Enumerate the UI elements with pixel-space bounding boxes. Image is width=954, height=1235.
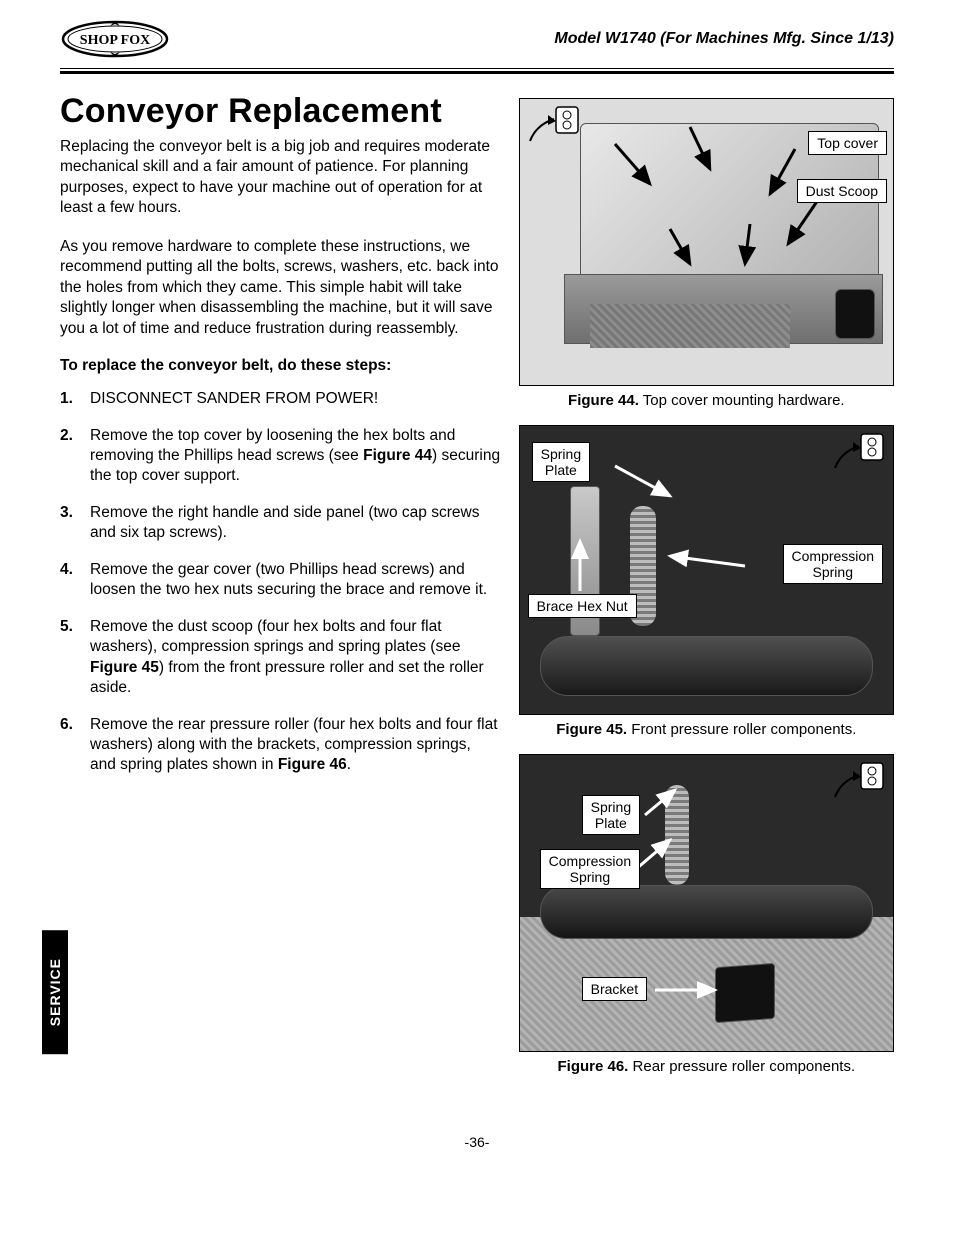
disconnect-power-icon <box>526 105 582 147</box>
figure-45-caption-t: Front pressure roller components. <box>627 721 856 738</box>
callout-brace-hex-nut: Brace Hex Nut <box>528 594 637 618</box>
figure-45-caption-b: Figure 45. <box>556 721 627 738</box>
left-column: Conveyor Replacement Replacing the conve… <box>60 92 501 1076</box>
step-2-figref: Figure 44 <box>363 447 432 464</box>
figure-46-caption-b: Figure 46. <box>558 1058 629 1075</box>
figure-44-caption-t: Top cover mounting hardware. <box>639 392 845 409</box>
callout-dust-scoop: Dust Scoop <box>797 179 887 203</box>
page: SHOP FOX Model W1740 (For Machines Mfg. … <box>0 0 954 1180</box>
callout-spring-plate: Spring Plate <box>582 795 640 835</box>
steps-lead: To replace the conveyor belt, do these s… <box>60 357 501 375</box>
figure-44-caption-b: Figure 44. <box>568 392 639 409</box>
figure-44-caption: Figure 44. Top cover mounting hardware. <box>519 392 894 411</box>
figure-44: Top cover Dust Scoop <box>519 98 894 386</box>
step-6-figref: Figure 46 <box>278 756 347 773</box>
step-6: Remove the rear pressure roller (four he… <box>60 715 501 776</box>
figure-45-caption: Figure 45. Front pressure roller compone… <box>519 721 894 740</box>
steps-list: DISCONNECT SANDER FROM POWER! Remove the… <box>60 389 501 776</box>
shop-fox-logo: SHOP FOX <box>60 18 170 60</box>
service-tab: SERVICE <box>42 930 68 1054</box>
page-header: SHOP FOX Model W1740 (For Machines Mfg. … <box>60 18 894 66</box>
callout-compression-spring: Compression Spring <box>540 849 640 889</box>
figure-45: Spring Plate Compression Spring Brace He… <box>519 425 894 715</box>
step-1: DISCONNECT SANDER FROM POWER! <box>60 389 501 409</box>
page-number: -36- <box>60 1134 894 1150</box>
step-6-c: . <box>347 756 351 773</box>
step-5: Remove the dust scoop (four hex bolts an… <box>60 617 501 699</box>
callout-top-cover: Top cover <box>808 131 887 155</box>
step-4: Remove the gear cover (two Phillips head… <box>60 560 501 601</box>
disconnect-power-icon <box>831 432 887 474</box>
figure-46-caption-t: Rear pressure roller components. <box>628 1058 855 1075</box>
content-columns: Conveyor Replacement Replacing the conve… <box>60 92 894 1076</box>
model-label: Model W1740 (For Machines Mfg. Since 1/1… <box>554 30 894 48</box>
page-title: Conveyor Replacement <box>60 92 501 131</box>
step-3: Remove the right handle and side panel (… <box>60 503 501 544</box>
figure-46: Spring Plate Compression Spring Bracket <box>519 754 894 1052</box>
callout-bracket: Bracket <box>582 977 647 1001</box>
logo-text: SHOP FOX <box>80 33 150 48</box>
disconnect-power-icon <box>831 761 887 803</box>
callout-compression-spring: Compression Spring <box>783 544 883 584</box>
step-5-a: Remove the dust scoop (four hex bolts an… <box>90 618 460 655</box>
intro-para-2: As you remove hardware to complete these… <box>60 237 501 339</box>
header-rule <box>60 68 894 74</box>
right-column: Top cover Dust Scoop Figure 44. Top cove… <box>519 92 894 1076</box>
step-5-figref: Figure 45 <box>90 659 159 676</box>
figure-46-caption: Figure 46. Rear pressure roller componen… <box>519 1058 894 1077</box>
step-2: Remove the top cover by loosening the he… <box>60 426 501 487</box>
intro-para-1: Replacing the conveyor belt is a big job… <box>60 137 501 219</box>
callout-spring-plate: Spring Plate <box>532 442 590 482</box>
